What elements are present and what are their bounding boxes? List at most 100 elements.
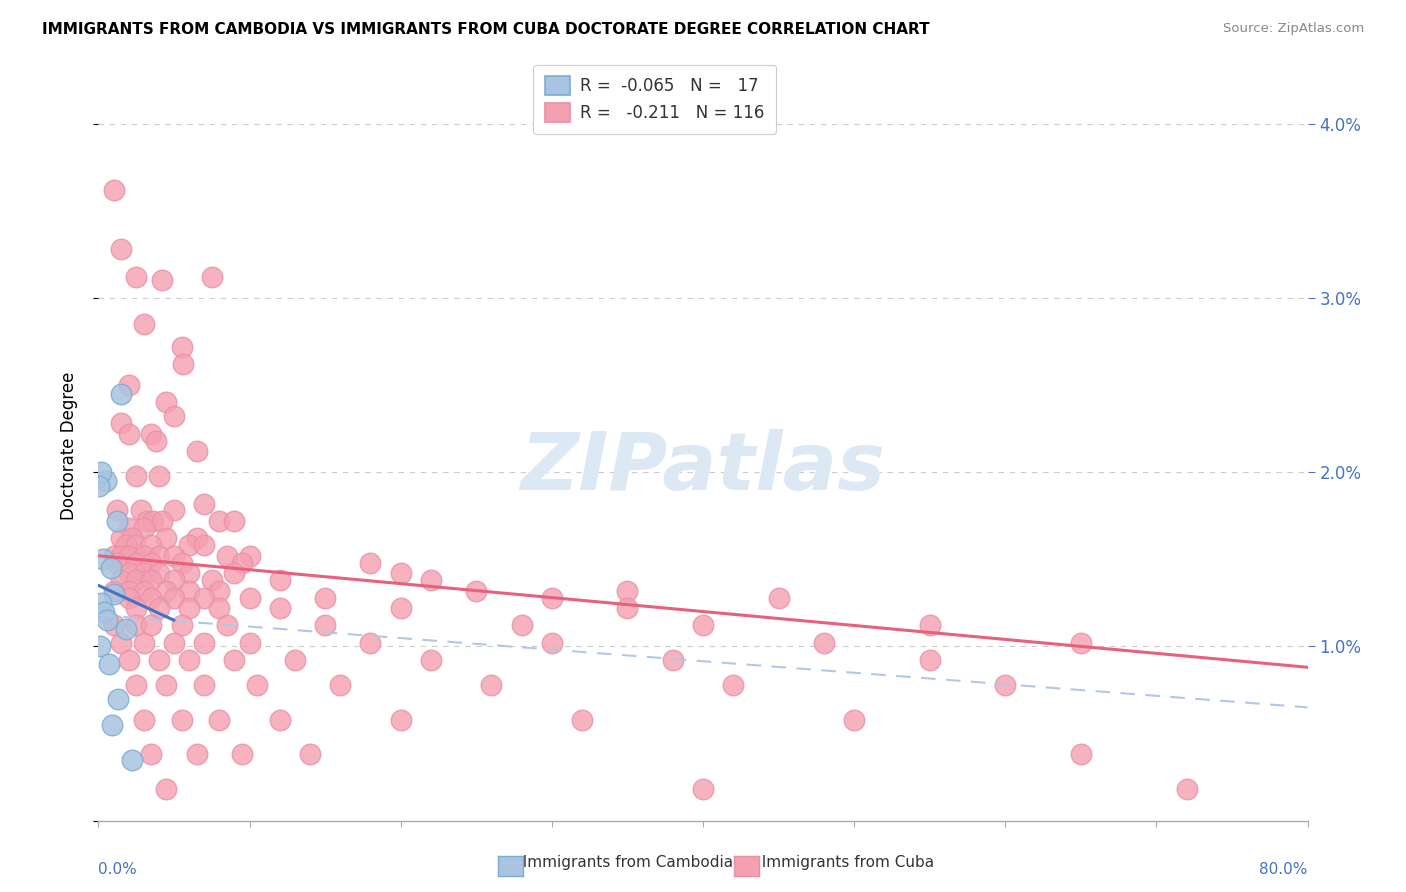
Point (89, 640, 111, 654)
Point (141, 538, 163, 552)
Point (389, 566, 412, 581)
Point (186, 747, 208, 762)
Point (239, 549, 262, 563)
Point (148, 566, 170, 581)
Point (121, 753, 143, 767)
Point (125, 573, 148, 587)
Point (813, 636, 835, 650)
Point (768, 591, 790, 605)
Point (1070, 636, 1092, 650)
Point (132, 566, 155, 581)
Point (103, 618, 125, 632)
Point (170, 340, 193, 354)
Point (163, 549, 186, 563)
Point (616, 601, 638, 615)
Point (186, 532, 208, 546)
Point (269, 601, 291, 615)
Point (193, 538, 215, 552)
Point (420, 573, 443, 587)
Point (314, 591, 336, 605)
Point (89, 479, 111, 493)
Point (125, 538, 148, 552)
Point (616, 583, 638, 598)
Point (155, 782, 177, 797)
Point (155, 583, 177, 598)
Point (118, 426, 141, 441)
Point (141, 573, 163, 587)
Point (121, 532, 143, 546)
Point (723, 678, 745, 692)
Point (193, 591, 215, 605)
Point (208, 514, 231, 528)
Point (105, 514, 128, 528)
Point (201, 573, 224, 587)
Point (179, 538, 201, 552)
Point (224, 514, 246, 528)
Point (389, 601, 412, 615)
Point (179, 566, 201, 581)
Text: 0.0%: 0.0% (98, 862, 138, 877)
Point (155, 678, 177, 692)
Point (129, 503, 152, 517)
Point (215, 549, 238, 563)
Point (148, 653, 170, 667)
Point (208, 601, 231, 615)
Point (141, 747, 163, 762)
Point (163, 636, 186, 650)
Point (224, 653, 246, 667)
Point (96, 613, 118, 627)
Point (118, 521, 141, 535)
Point (142, 514, 165, 528)
Point (150, 514, 173, 528)
Point (170, 618, 193, 632)
Point (114, 538, 136, 552)
Point (141, 618, 163, 632)
Point (118, 591, 141, 605)
Point (844, 713, 866, 727)
Point (125, 270, 148, 285)
Point (186, 444, 208, 458)
Point (269, 573, 291, 587)
Point (224, 566, 246, 581)
Point (90, 596, 112, 610)
Point (1070, 747, 1092, 762)
Point (465, 583, 488, 598)
Point (110, 549, 132, 563)
Point (132, 521, 155, 535)
Point (360, 636, 382, 650)
Point (510, 618, 533, 632)
Point (148, 549, 170, 563)
Point (208, 713, 231, 727)
Point (150, 273, 173, 287)
Point (110, 636, 132, 650)
Point (90, 465, 112, 479)
Text: Source: ZipAtlas.com: Source: ZipAtlas.com (1223, 22, 1364, 36)
Point (918, 618, 941, 632)
Point (314, 618, 336, 632)
Point (179, 583, 201, 598)
Point (132, 549, 155, 563)
Point (132, 317, 155, 331)
Point (246, 678, 269, 692)
Point (692, 618, 714, 632)
Point (125, 618, 148, 632)
Point (94, 474, 117, 488)
Point (132, 583, 155, 598)
Point (110, 417, 132, 431)
Text: ZIPatlas: ZIPatlas (520, 429, 886, 508)
Point (101, 718, 124, 732)
Y-axis label: Doctorate Degree: Doctorate Degree (59, 372, 77, 520)
Point (179, 601, 201, 615)
Point (239, 591, 262, 605)
Point (170, 713, 193, 727)
Point (193, 636, 215, 650)
Point (329, 678, 352, 692)
Point (571, 713, 593, 727)
Point (100, 561, 122, 575)
Point (118, 549, 141, 563)
Point (105, 503, 128, 517)
Point (481, 678, 503, 692)
Point (141, 591, 163, 605)
Point (231, 747, 253, 762)
Point (163, 503, 186, 517)
